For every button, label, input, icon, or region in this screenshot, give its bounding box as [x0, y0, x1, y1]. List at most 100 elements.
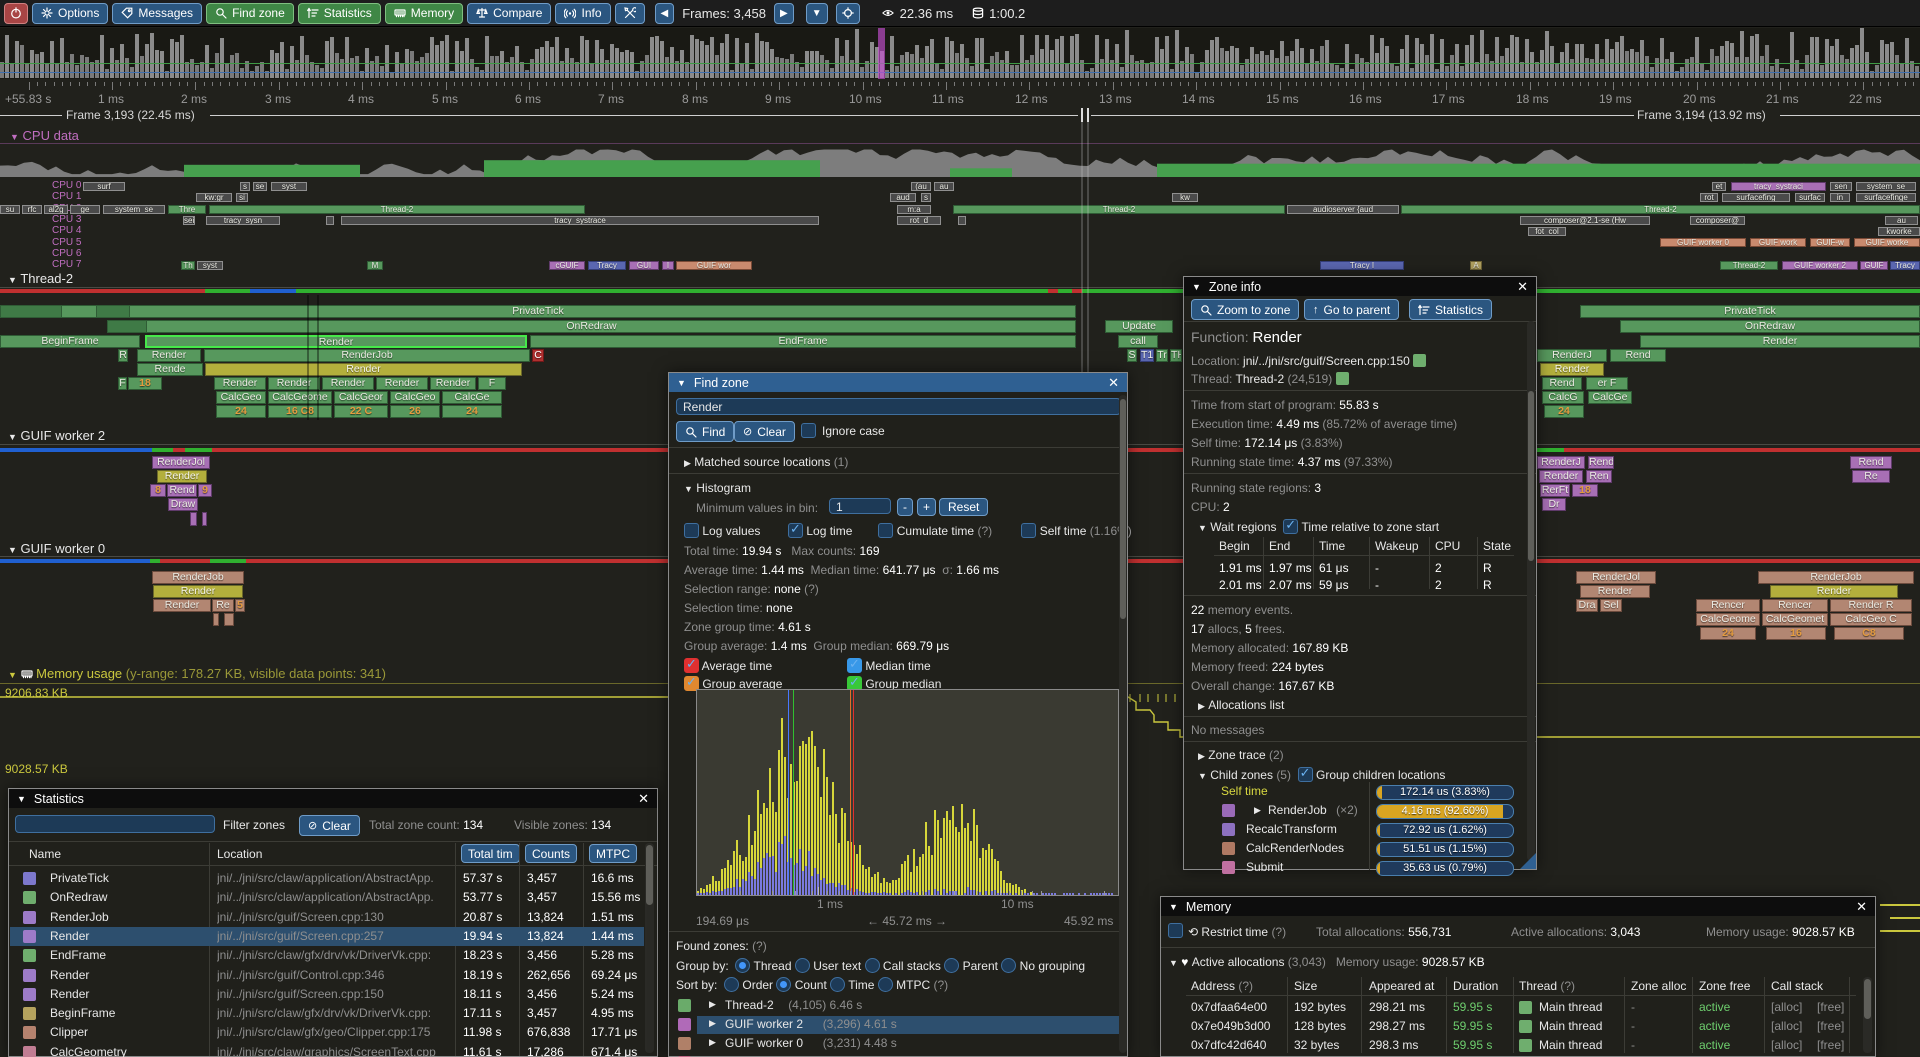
timeline-zone[interactable]: GUIF worker 0 [1660, 238, 1746, 247]
timeline-zone[interactable]: RenderJ [1537, 349, 1607, 362]
frame-overview-graph[interactable] [0, 28, 1920, 79]
child-zone-row[interactable]: Self time 172.14 us (3.83%) [1184, 784, 1536, 802]
zone-location-swatch[interactable] [1413, 354, 1427, 367]
timeline-zone[interactable]: Thread-2 [209, 205, 585, 214]
timeline-zone[interactable]: et [1712, 182, 1726, 191]
timeline-zone[interactable]: C [532, 349, 544, 362]
time-relative-checkbox[interactable] [1283, 517, 1299, 534]
restrict-time-checkbox[interactable] [1168, 923, 1183, 938]
child-zone-row[interactable]: RecalcTransform 72.92 us (1.62%) [1184, 822, 1536, 840]
matched-source-locations-toggle[interactable]: ▶ Matched source locations (1) [684, 455, 849, 469]
allocations-list-toggle[interactable]: ▶ Allocations list [1198, 698, 1285, 712]
timeline-zone[interactable]: Draw [168, 498, 198, 511]
found-zone-group-row[interactable]: ▶ GUIF worker 0 (3,231) 4.48 s [709, 1036, 897, 1050]
sortby-mtpc-radio[interactable] [877, 977, 893, 992]
go-to-parent-button[interactable]: ↑ Go to parent [1304, 299, 1400, 320]
timeline-zone[interactable]: Rend [167, 484, 197, 497]
timeline-zone[interactable]: s [240, 182, 250, 191]
timeline-zone[interactable]: RenderJob [204, 349, 530, 362]
timeline-zone[interactable]: Re [212, 599, 234, 612]
timeline-zone[interactable]: Render [214, 377, 266, 390]
timeline-zone[interactable]: CalcGeo [390, 391, 440, 404]
statistics-col-totaltime-button[interactable]: Total tim [461, 844, 520, 863]
timeline-zone[interactable]: 8 [150, 484, 166, 497]
cpu-row-label[interactable]: CPU 1 [52, 191, 82, 203]
min-bin-plus-button[interactable]: + [917, 498, 937, 516]
child-zone-row[interactable]: CalcRenderNodes 51.51 us (1.15%) [1184, 841, 1536, 859]
timeline-zone[interactable]: surfac [1795, 193, 1825, 202]
timeline-zone[interactable]: 24 [216, 405, 266, 418]
timeline-zone[interactable]: CalcGeor [334, 391, 388, 404]
timeline-zone[interactable]: PrivateTick [1580, 305, 1920, 318]
statistics-row[interactable]: PrivateTick jni/../jni/src/claw/applicat… [10, 869, 644, 888]
memory-usage-header[interactable]: ▼ Memory usage (y-range: 178.27 KB, visi… [8, 666, 386, 681]
statistics-row[interactable]: RenderJob jni/../jni/src/guif/Screen.cpp… [10, 908, 644, 927]
timeline-zone[interactable]: RenderJob [1758, 571, 1914, 584]
info-button[interactable]: Info [555, 2, 611, 24]
timeline-zone[interactable]: Dr [1542, 498, 1566, 511]
memory-close-icon[interactable]: ✕ [1856, 898, 1867, 914]
statistics-row[interactable]: Render jni/../jni/src/guif/Screen.cpp:25… [10, 927, 644, 946]
statistics-row[interactable]: CalcGeometry jni/../jni/src/claw/graphic… [10, 1043, 644, 1057]
timeline-zone[interactable]: tracy_systrace [341, 216, 819, 225]
timeline-zone[interactable]: Render R [1830, 599, 1912, 612]
timeline-zone[interactable]: surfacefinge [1856, 193, 1916, 202]
power-button[interactable] [4, 2, 28, 24]
timeline-zone[interactable]: rot_d [897, 216, 941, 225]
legend-checkbox-average-time[interactable] [684, 656, 699, 673]
timeline-zone[interactable]: Rend [1610, 349, 1666, 362]
timeline-zone[interactable]: GUIF w [1860, 261, 1888, 270]
timeline-zone[interactable]: s [921, 193, 931, 202]
resize-grip-icon[interactable] [1520, 853, 1536, 869]
timeline-zone[interactable]: surfacefing [1722, 193, 1790, 202]
timeline-zone[interactable]: RenderJol [1576, 571, 1656, 584]
timeline-zone[interactable]: rfc [22, 205, 42, 214]
sortby-time-radio[interactable] [830, 977, 846, 992]
timeline-zone[interactable]: 5 [235, 599, 245, 612]
zone-statistics-button[interactable]: Statistics [1409, 299, 1493, 320]
timeline-zone[interactable] [224, 613, 234, 626]
timeline-zone[interactable]: ge [70, 205, 100, 214]
timeline-zone[interactable]: sen [1830, 182, 1852, 191]
timeline-zone[interactable]: CalcGeo [216, 391, 266, 404]
timeline-zone[interactable]: Tracy [588, 261, 626, 270]
groupby-parent-radio[interactable] [944, 958, 960, 973]
statistics-zone-swatch[interactable] [23, 891, 36, 904]
statistics-row[interactable]: Render jni/../jni/src/guif/Control.cpp:3… [10, 966, 644, 985]
timeline-zone[interactable]: I [662, 261, 674, 270]
timeline-zone[interactable]: CalcGeome [1696, 613, 1760, 626]
timeline-zone[interactable]: Render [1539, 470, 1583, 483]
timeline-zone[interactable]: GUI [629, 261, 659, 270]
timeline-zone[interactable] [190, 512, 197, 526]
zone-info-scrollbar[interactable] [1527, 321, 1535, 861]
zoom-to-zone-button[interactable]: Zoom to zone [1191, 299, 1300, 320]
timeline-zone[interactable]: composer@2.1-se (Hw [1520, 216, 1650, 225]
timeline-zone[interactable]: F [478, 377, 506, 390]
timeline-zone[interactable]: sei [183, 216, 195, 225]
min-bin-minus-button[interactable]: - [897, 498, 913, 516]
timeline-zone[interactable]: fot_col [1528, 227, 1566, 236]
timeline-zone[interactable]: CalcGeome [268, 391, 332, 404]
cpu-row-label[interactable]: CPU 4 [52, 225, 82, 237]
timeline-zone[interactable]: 18 [1572, 484, 1598, 497]
find-zone-close-icon[interactable]: ✕ [1108, 374, 1119, 390]
timeline-zone[interactable]: cGUIF [549, 261, 585, 270]
statistics-row[interactable]: Render jni/../jni/src/guif/Screen.cpp:15… [10, 985, 644, 1004]
guif-worker2-section-header[interactable]: ▼ GUIF worker 2 [8, 428, 106, 443]
timeline-zone[interactable]: A [1470, 261, 1482, 270]
groupby-no-grouping-radio[interactable] [1001, 958, 1017, 973]
thread2-section-header[interactable]: ▼ Thread-2 [8, 271, 74, 286]
timeline-zone[interactable]: kworke [1878, 227, 1920, 236]
timeline-zone[interactable]: Rencer [1762, 599, 1828, 612]
child-zone-swatch[interactable] [1222, 842, 1235, 855]
timeline-zone[interactable]: Render [1580, 585, 1650, 598]
timeline-zone[interactable]: Update [1105, 320, 1173, 333]
timeline-zone[interactable]: RenderJ [1537, 456, 1585, 469]
statistics-row[interactable]: BeginFrame jni/../jni/src/claw/gfx/drv/v… [10, 1004, 644, 1023]
memory-titlebar[interactable]: ▼ Memory ✕ [1161, 897, 1875, 916]
timeline-zone[interactable]: Render [376, 377, 428, 390]
timeline-zone[interactable]: tracy_sysn [206, 216, 280, 225]
statistics-titlebar[interactable]: ▼ Statistics ✕ [9, 789, 657, 808]
allocation-row[interactable]: 0x7dfaa64e00 192 bytes 298.21 ms 59.95 s… [1191, 1000, 1845, 1014]
timeline-zone[interactable]: R [118, 349, 128, 362]
